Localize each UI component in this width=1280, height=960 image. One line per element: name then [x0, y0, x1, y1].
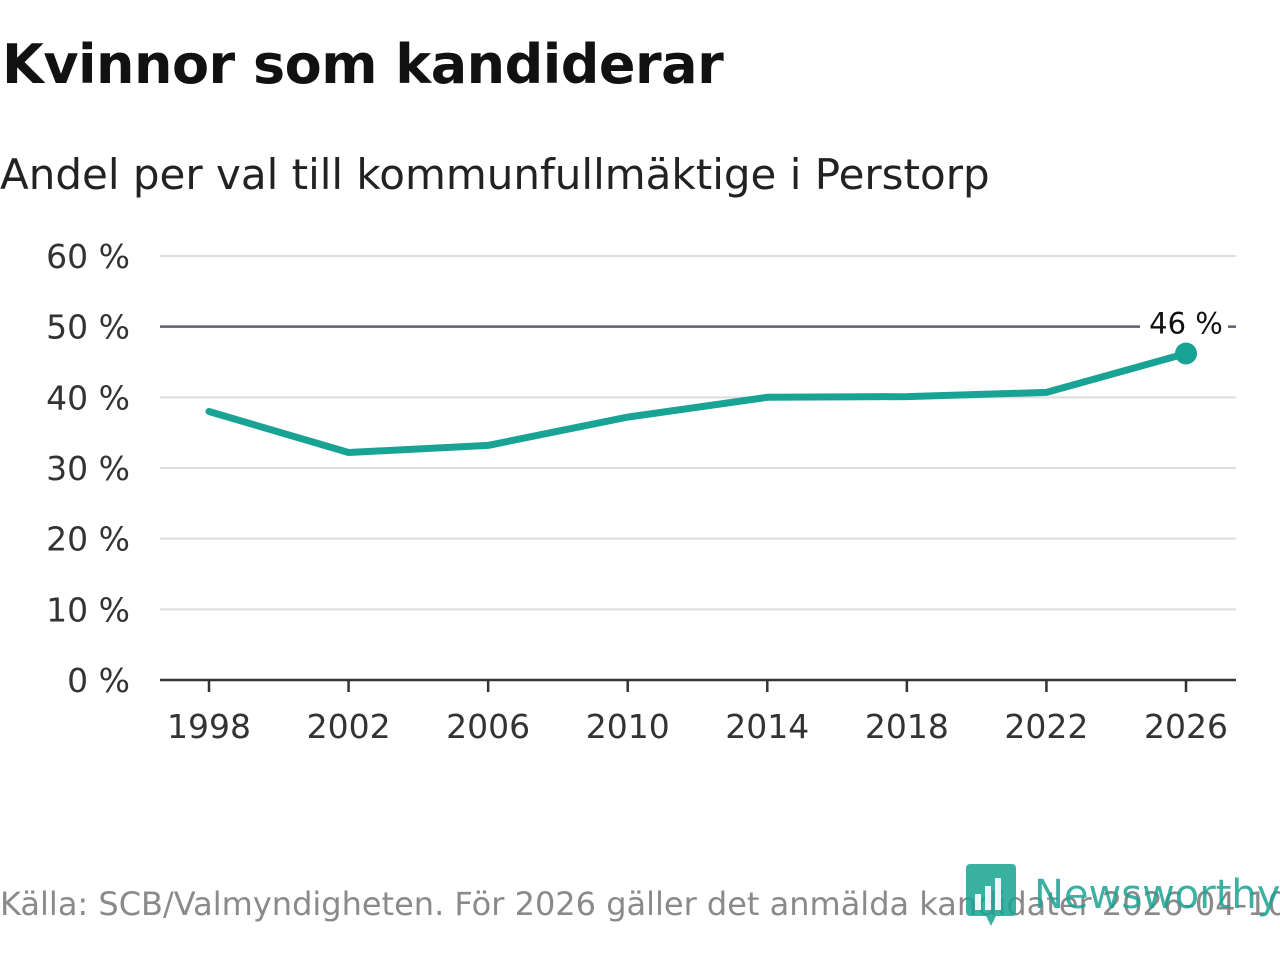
line-chart: 0 % 10 % 20 % 30 % 40 % 50 % 60 % 1998 2002 2006 2…	[46, 237, 1236, 746]
y-tick-label: 20 %	[46, 520, 130, 559]
chart-subtitle: Andel per val till kommunfullmäktige i P…	[0, 150, 990, 199]
series-line	[205, 350, 1190, 456]
y-tick-label: 40 %	[46, 378, 130, 417]
newsworthy-logo: Newsworthy	[966, 864, 1280, 926]
x-tick-label: 2018	[865, 707, 949, 746]
chart-title: Kvinnor som kandiderar	[2, 33, 724, 96]
bar-chart-logo-icon	[966, 864, 1016, 926]
y-tick-label: 50 %	[46, 308, 130, 347]
y-tick-label: 0 %	[67, 661, 130, 700]
x-tick-label: 1998	[167, 707, 251, 746]
x-tick-label: 2006	[446, 707, 530, 746]
x-tick-label: 2022	[1004, 707, 1088, 746]
last-data-point	[1175, 342, 1197, 365]
x-tick-label: 2010	[586, 707, 670, 746]
source-note: Källa: SCB/Valmyndigheten. För 2026 gäll…	[0, 885, 1280, 923]
x-tick-label: 2002	[307, 707, 391, 746]
logo-text: Newsworthy	[1034, 872, 1280, 918]
x-tick-label: 2026	[1144, 707, 1228, 746]
end-value-label: 46 %	[1149, 307, 1223, 341]
y-tick-label: 60 %	[46, 237, 130, 276]
x-tick-label: 2014	[725, 707, 809, 746]
y-tick-label: 10 %	[46, 590, 130, 629]
y-tick-label: 30 %	[46, 449, 130, 488]
